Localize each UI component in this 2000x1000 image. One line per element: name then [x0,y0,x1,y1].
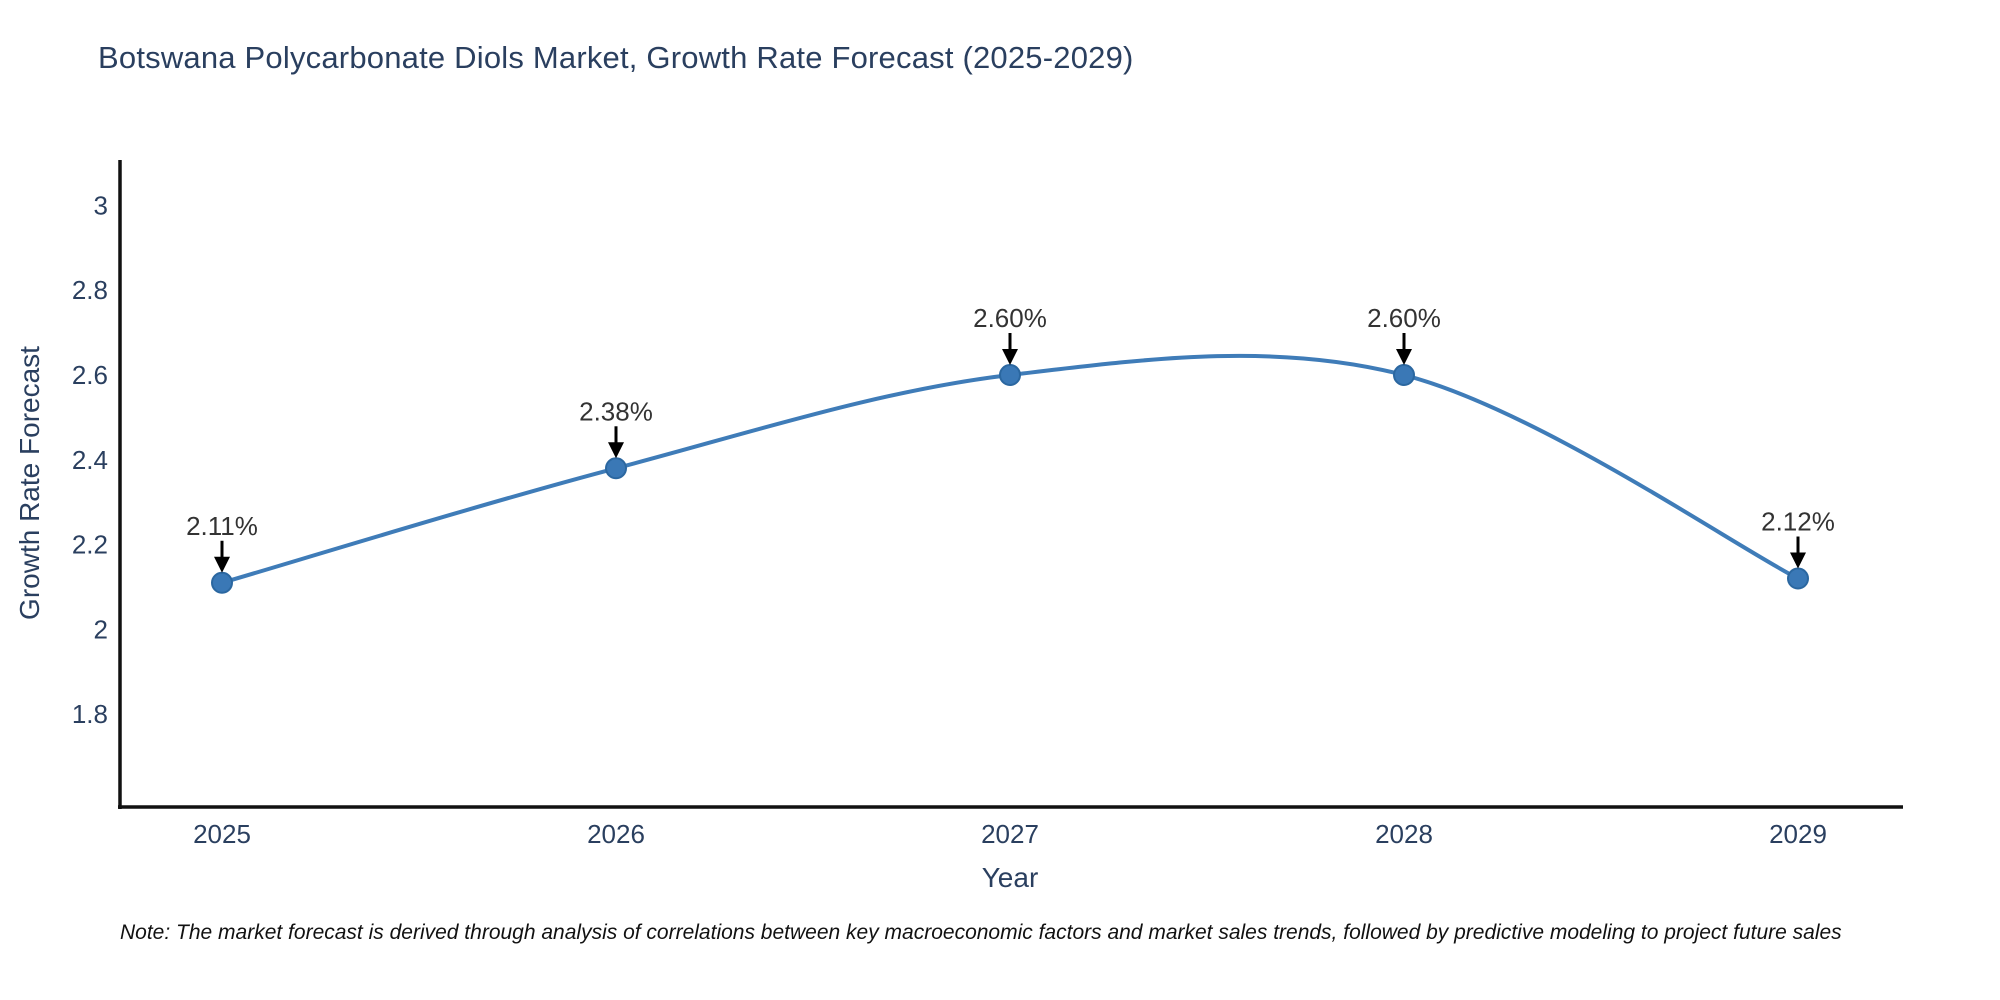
data-point-marker [211,571,233,594]
chart-note: Note: The market forecast is derived thr… [120,921,1842,944]
y-tick-label: 1.8 [72,699,108,729]
point-annotation-label: 2.38% [579,396,653,426]
y-tick-label: 2.6 [72,360,108,390]
forecast-line [220,353,1800,585]
point-annotation-label: 2.11% [186,511,258,541]
point-annotation-label: 2.60% [973,303,1047,333]
y-tick-label: 2.8 [72,275,108,305]
data-point-marker [605,457,627,480]
y-tick-label: 3 [94,190,108,220]
point-annotation-label: 2.60% [1367,303,1441,333]
annotation-arrow-head [214,556,230,573]
x-tick-label: 2027 [981,819,1039,849]
y-axis-title: Growth Rate Forecast [14,346,45,620]
annotation-arrow-head [1002,349,1018,365]
annotation-arrow-head [1790,552,1806,569]
annotation-arrow-head [1396,349,1412,365]
point-annotation-label: 2.12% [1761,507,1835,537]
x-tick-label: 2026 [587,819,645,849]
data-point-marker [999,364,1021,386]
x-tick-label: 2025 [193,819,251,849]
y-tick-label: 2 [94,614,108,644]
annotation-arrow-head [608,442,624,459]
x-tick-label: 2029 [1769,819,1827,849]
x-axis-title: Year [981,862,1039,893]
x-tick-label: 2028 [1375,819,1433,849]
y-tick-label: 2.2 [72,530,108,560]
chart-title: Botswana Polycarbonate Diols Market, Gro… [98,40,1134,75]
data-point-marker [1393,364,1415,386]
y-tick-label: 2.4 [72,445,108,475]
data-point-marker [1787,567,1809,590]
